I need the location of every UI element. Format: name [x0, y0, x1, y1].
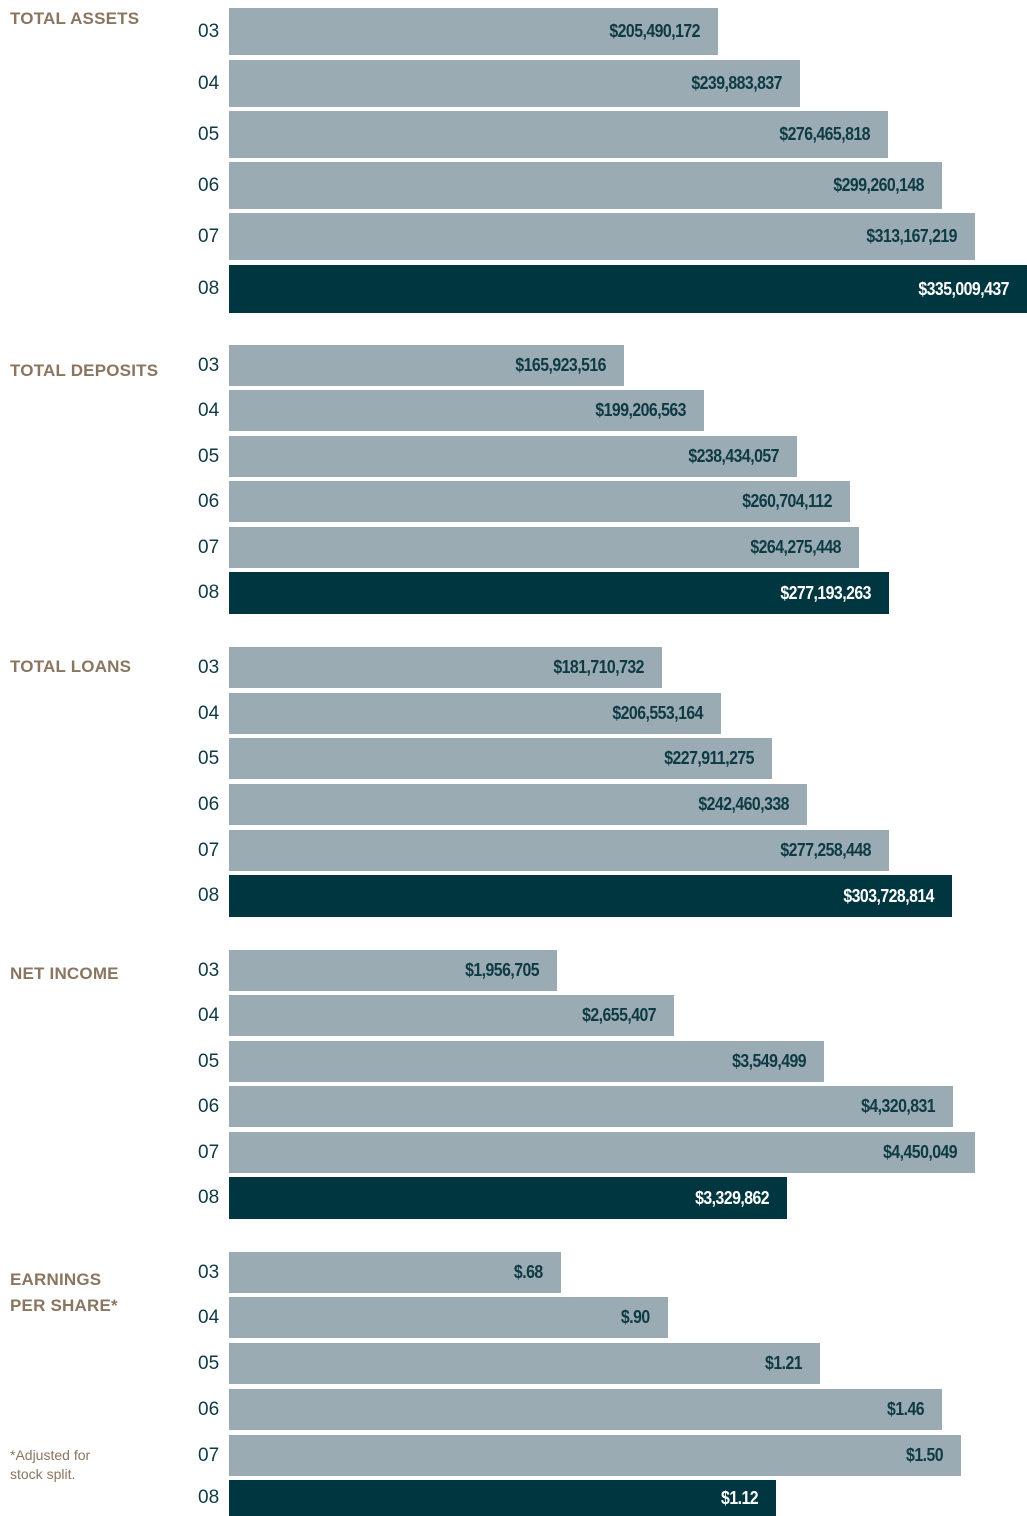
chart-title: TOTAL LOANS [10, 657, 132, 676]
bar [229, 390, 704, 431]
year-label: 07 [198, 225, 220, 247]
year-label: 05 [198, 1352, 220, 1374]
year-label: 06 [198, 490, 220, 512]
year-label: 04 [198, 702, 220, 724]
bar [229, 647, 662, 688]
bar [229, 1041, 824, 1082]
bar-value-label: $242,460,338 [698, 794, 789, 814]
bar [229, 995, 674, 1036]
bar-value-label: $303,728,814 [843, 885, 934, 906]
bar [229, 436, 797, 477]
bar-value-label: $335,009,437 [918, 278, 1009, 299]
chart-title: TOTAL ASSETS [10, 9, 140, 28]
year-label: 07 [198, 1444, 220, 1466]
year-label: 03 [198, 959, 220, 981]
year-label: 03 [198, 656, 220, 678]
year-label: 08 [198, 278, 220, 299]
bar [229, 572, 889, 614]
bar [229, 1343, 820, 1384]
bar-value-label: $3,549,499 [731, 1051, 807, 1071]
year-label: 07 [198, 839, 220, 861]
bar-value-label: $1.12 [720, 1487, 759, 1508]
year-label: 06 [198, 1398, 220, 1420]
year-label: 05 [198, 123, 220, 145]
bar [229, 1177, 787, 1219]
year-label: 04 [198, 72, 220, 94]
bar-value-label: $4,450,049 [882, 1142, 958, 1162]
bar-value-label: $1.46 [886, 1399, 925, 1419]
footnote: *Adjusted for stock split. [10, 1447, 91, 1482]
year-label: 03 [198, 20, 220, 42]
bar [229, 875, 952, 917]
bar-value-label: $181,710,732 [553, 657, 644, 677]
year-label: 03 [198, 1261, 220, 1283]
bar-value-label: $199,206,563 [595, 400, 686, 420]
year-label: 07 [198, 536, 220, 558]
bar [229, 162, 942, 209]
bar [229, 738, 772, 779]
year-label: 08 [198, 885, 220, 906]
chart-title: NET INCOME [10, 964, 119, 983]
bar-value-label: $165,923,516 [515, 355, 606, 375]
bar-value-label: $277,258,448 [780, 840, 871, 860]
year-label: 06 [198, 1095, 220, 1117]
bar-value-label: $276,465,818 [779, 124, 870, 144]
bar-value-label: $2,655,407 [581, 1005, 657, 1025]
bar-value-label: $206,553,164 [612, 703, 703, 723]
bar [229, 1297, 668, 1338]
bar-value-label: $3,329,862 [694, 1187, 770, 1208]
year-label: 03 [198, 354, 220, 376]
bar [229, 111, 888, 158]
year-label: 05 [198, 445, 220, 467]
bar [229, 345, 624, 386]
bar [229, 1480, 776, 1516]
year-label: 05 [198, 747, 220, 769]
bar-value-label: $4,320,831 [860, 1096, 936, 1116]
chart-title: TOTAL DEPOSITS [10, 361, 159, 380]
bar-value-label: $299,260,148 [833, 175, 924, 195]
bar-value-label: $1.21 [764, 1353, 803, 1373]
bar-value-label: $227,911,275 [664, 748, 754, 768]
bar [229, 1086, 953, 1127]
year-label: 05 [198, 1050, 220, 1072]
bar [229, 1252, 561, 1293]
bar [229, 60, 800, 107]
bar-value-label: $205,490,172 [609, 21, 700, 41]
year-label: 04 [198, 1306, 220, 1328]
bar-value-label: $313,167,219 [866, 226, 957, 246]
bar [229, 213, 975, 260]
bar [229, 830, 889, 871]
bar [229, 481, 850, 522]
year-label: 04 [198, 399, 220, 421]
bar-value-label: $.90 [621, 1307, 650, 1327]
bar-value-label: $264,275,448 [750, 537, 841, 557]
bar [229, 1132, 975, 1173]
year-label: 04 [198, 1004, 220, 1026]
bar-value-label: $277,193,263 [780, 582, 871, 603]
bar-value-label: $1,956,705 [464, 960, 540, 980]
bar [229, 527, 859, 568]
year-label: 07 [198, 1141, 220, 1163]
year-label: 06 [198, 174, 220, 196]
bar [229, 693, 721, 734]
bar [229, 265, 1027, 313]
chart-title: EARNINGS PER SHARE* [10, 1270, 118, 1315]
year-label: 08 [198, 1187, 220, 1208]
bar-value-label: $239,883,837 [691, 73, 782, 93]
bar [229, 1389, 942, 1430]
bar-value-label: $260,704,112 [742, 491, 832, 511]
bar [229, 784, 807, 825]
bar [229, 1435, 961, 1476]
bar-value-label: $.68 [514, 1262, 543, 1282]
bar-value-label: $238,434,057 [688, 446, 779, 466]
year-label: 08 [198, 582, 220, 603]
bar [229, 8, 718, 55]
bar-value-label: $1.50 [905, 1445, 944, 1465]
year-label: 08 [198, 1487, 220, 1508]
year-label: 06 [198, 793, 220, 815]
bar [229, 950, 557, 991]
